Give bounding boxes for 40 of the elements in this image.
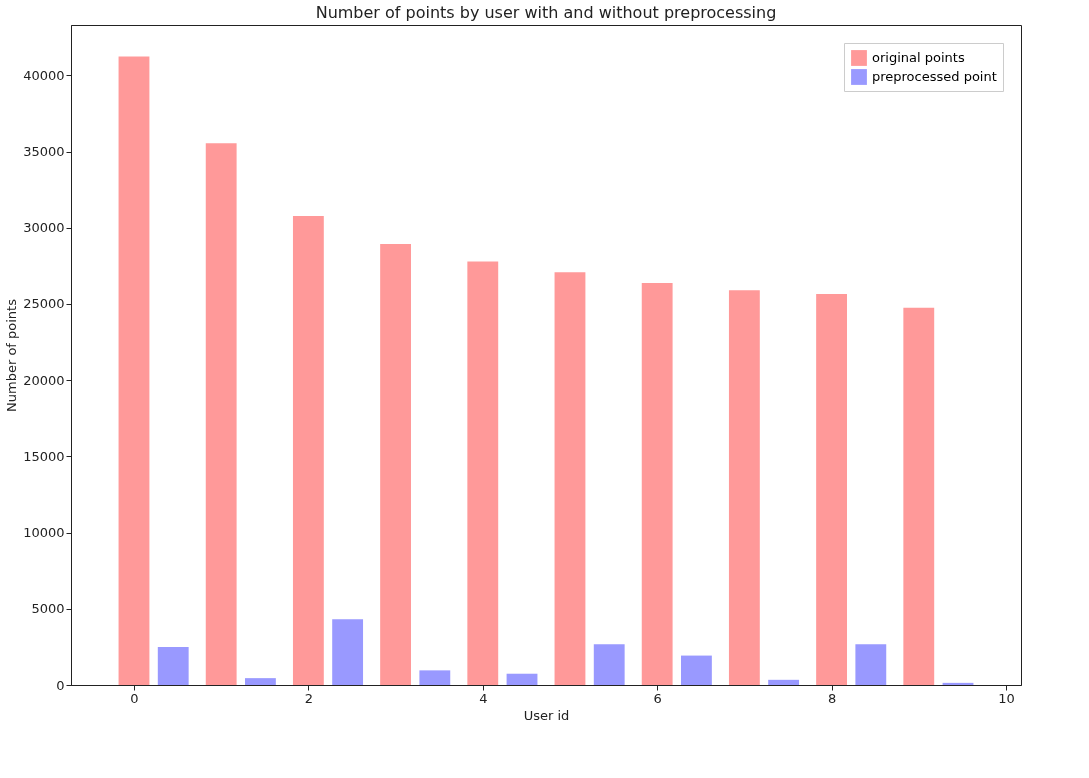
bar: [292, 215, 324, 685]
y-tick-label: 35000: [23, 144, 65, 160]
x-tick-label: 10: [998, 690, 1015, 706]
x-tick-label: 0: [130, 690, 139, 706]
bar: [681, 655, 712, 685]
legend-label: original points: [872, 50, 965, 65]
bar: [118, 56, 150, 685]
y-tick-label: 25000: [23, 296, 65, 312]
bar: [157, 646, 189, 685]
bar: [593, 644, 625, 685]
legend-label: preprocessed point: [872, 69, 997, 84]
x-tick-label: 8: [827, 690, 837, 706]
bar: [855, 644, 887, 685]
bar: [728, 290, 760, 685]
y-tick-label: 0: [56, 677, 65, 693]
bar: [506, 673, 538, 685]
bar: [205, 143, 237, 685]
y-tick-label: 10000: [23, 525, 65, 541]
bar: [467, 261, 499, 685]
x-axis-title: User id: [523, 707, 570, 723]
chart-title: Number of points by user with and without preprocessing: [315, 3, 777, 22]
bar: [245, 678, 276, 685]
y-tick-label: 30000: [23, 220, 65, 236]
y-axis-title: Number of points: [4, 298, 20, 412]
y-tick-label: 5000: [31, 601, 65, 617]
bar: [942, 682, 974, 685]
bar: [641, 283, 673, 685]
x-tick-label: 4: [479, 690, 488, 706]
y-tick-label: 20000: [23, 372, 65, 388]
y-tick-label: 40000: [23, 67, 65, 83]
bar: [903, 307, 935, 685]
x-tick-label: 2: [304, 690, 314, 706]
bar: [554, 272, 586, 685]
bar: [380, 244, 411, 685]
bar: [419, 670, 451, 685]
x-tick-label: 6: [653, 690, 662, 706]
bar: [332, 619, 364, 685]
y-tick-label: 15000: [23, 448, 65, 464]
bar: [768, 679, 800, 685]
bar: [816, 293, 847, 685]
